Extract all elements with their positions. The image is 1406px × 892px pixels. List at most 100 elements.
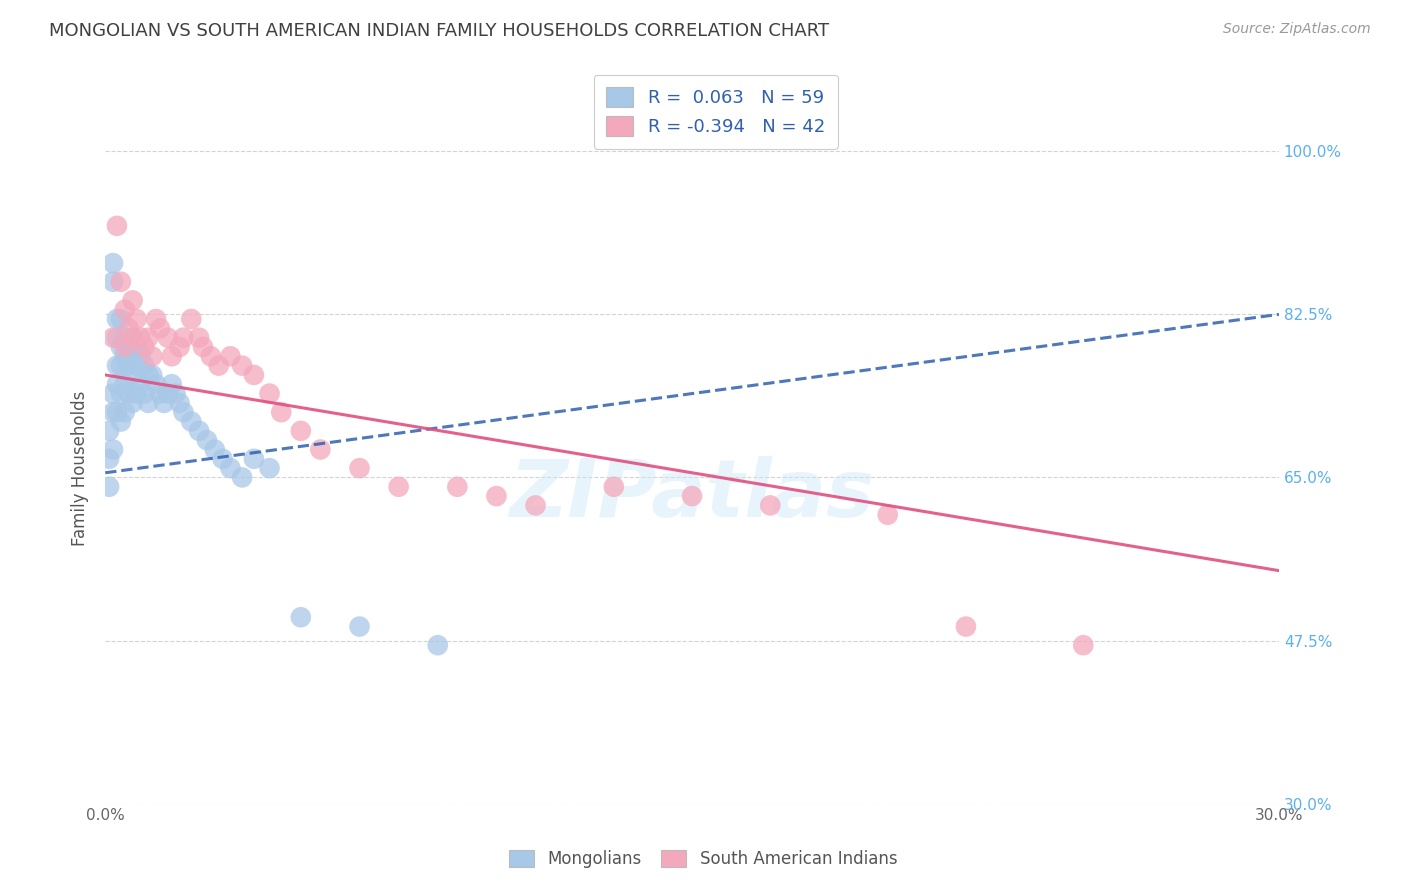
Point: [141, 368, 163, 382]
Point: [160, 349, 183, 363]
Point: [134, 340, 156, 354]
Point: [136, 396, 159, 410]
Point: [110, 359, 132, 373]
Point: [125, 386, 148, 401]
Point: [101, 442, 124, 457]
Point: [105, 331, 128, 345]
Point: [114, 340, 136, 354]
Point: [110, 340, 132, 354]
Point: [105, 359, 128, 373]
Point: [101, 275, 124, 289]
Point: [259, 386, 281, 401]
Point: [121, 396, 143, 410]
Point: [129, 377, 152, 392]
Point: [191, 340, 214, 354]
Point: [101, 386, 124, 401]
Point: [118, 359, 141, 373]
Point: [172, 331, 194, 345]
Point: [290, 424, 312, 438]
Point: [145, 377, 167, 392]
Point: [118, 321, 141, 335]
Point: [121, 293, 143, 308]
Point: [426, 638, 449, 652]
Point: [446, 480, 468, 494]
Point: [110, 275, 132, 289]
Point: [121, 331, 143, 345]
Point: [270, 405, 292, 419]
Point: [309, 442, 332, 457]
Point: [180, 415, 202, 429]
Point: [160, 377, 183, 392]
Point: [290, 610, 312, 624]
Legend: Mongolians, South American Indians: Mongolians, South American Indians: [502, 843, 904, 875]
Point: [125, 312, 148, 326]
Point: [114, 349, 136, 363]
Point: [141, 349, 163, 363]
Point: [105, 312, 128, 326]
Point: [101, 256, 124, 270]
Point: [114, 405, 136, 419]
Point: [101, 331, 124, 345]
Point: [118, 340, 141, 354]
Point: [125, 359, 148, 373]
Text: ZIPatlas: ZIPatlas: [509, 456, 875, 534]
Point: [134, 386, 156, 401]
Point: [603, 480, 626, 494]
Y-axis label: Family Households: Family Households: [72, 391, 89, 546]
Point: [98, 451, 121, 466]
Point: [231, 470, 253, 484]
Point: [208, 359, 231, 373]
Point: [211, 451, 233, 466]
Point: [172, 405, 194, 419]
Point: [180, 312, 202, 326]
Point: [129, 331, 152, 345]
Point: [114, 331, 136, 345]
Text: MONGOLIAN VS SOUTH AMERICAN INDIAN FAMILY HOUSEHOLDS CORRELATION CHART: MONGOLIAN VS SOUTH AMERICAN INDIAN FAMIL…: [49, 22, 830, 40]
Point: [136, 368, 159, 382]
Point: [219, 461, 242, 475]
Point: [243, 368, 266, 382]
Point: [349, 619, 371, 633]
Point: [105, 377, 128, 392]
Legend: R =  0.063   N = 59, R = -0.394   N = 42: R = 0.063 N = 59, R = -0.394 N = 42: [593, 75, 838, 149]
Point: [121, 349, 143, 363]
Point: [681, 489, 703, 503]
Point: [129, 349, 152, 363]
Point: [110, 386, 132, 401]
Point: [188, 424, 211, 438]
Point: [955, 619, 977, 633]
Point: [149, 386, 172, 401]
Point: [231, 359, 253, 373]
Point: [524, 499, 547, 513]
Point: [125, 340, 148, 354]
Text: Source: ZipAtlas.com: Source: ZipAtlas.com: [1223, 22, 1371, 37]
Point: [165, 386, 187, 401]
Point: [134, 359, 156, 373]
Point: [110, 312, 132, 326]
Point: [136, 331, 159, 345]
Point: [105, 219, 128, 233]
Point: [188, 331, 211, 345]
Point: [121, 331, 143, 345]
Point: [200, 349, 222, 363]
Point: [219, 349, 242, 363]
Point: [349, 461, 371, 475]
Point: [149, 321, 172, 335]
Point: [169, 396, 191, 410]
Point: [156, 331, 179, 345]
Point: [759, 499, 782, 513]
Point: [169, 340, 191, 354]
Point: [105, 405, 128, 419]
Point: [485, 489, 508, 503]
Point: [156, 386, 179, 401]
Point: [195, 433, 218, 447]
Point: [153, 396, 176, 410]
Point: [101, 405, 124, 419]
Point: [114, 377, 136, 392]
Point: [243, 451, 266, 466]
Point: [259, 461, 281, 475]
Point: [145, 312, 167, 326]
Point: [110, 415, 132, 429]
Point: [204, 442, 226, 457]
Point: [121, 368, 143, 382]
